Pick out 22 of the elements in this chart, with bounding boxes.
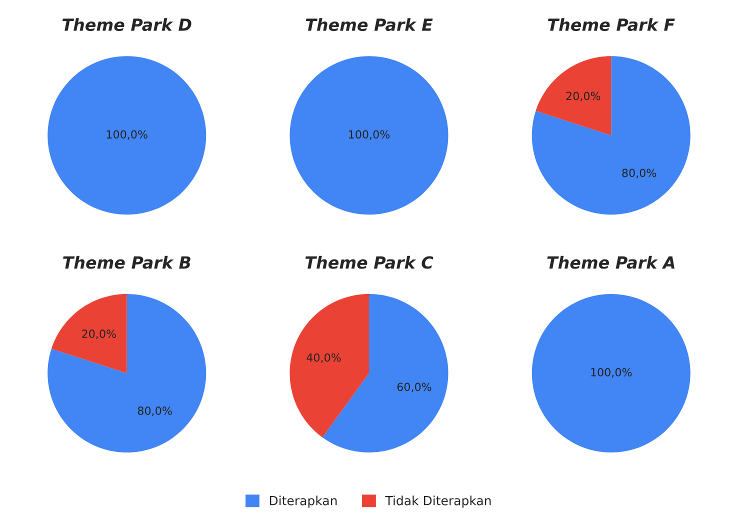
legend-label: Tidak Diterapkan — [385, 496, 491, 508]
data-label: 20,0% — [566, 92, 600, 102]
chart-title: Theme Park F — [548, 18, 675, 32]
chart-title: Theme Park E — [306, 18, 433, 32]
pie-slice — [536, 56, 612, 136]
chart-title: Theme Park A — [547, 256, 674, 269]
pie-slice — [48, 294, 206, 452]
pie-slice — [51, 294, 127, 374]
pie-slice — [532, 56, 690, 215]
data-label: 100,0% — [349, 130, 390, 140]
data-label: 80,0% — [622, 168, 656, 178]
data-label: 100,0% — [591, 368, 632, 378]
pie-slice — [290, 294, 369, 438]
data-label: 20,0% — [82, 330, 116, 340]
chart-title: Theme Park B — [63, 256, 190, 269]
chart-title: Theme Park D — [62, 18, 192, 32]
data-label: 40,0% — [306, 353, 341, 363]
data-label: 60,0% — [397, 382, 432, 392]
data-label: 80,0% — [138, 406, 172, 416]
data-label: 100,0% — [106, 130, 148, 140]
legend-label: Diterapkan — [270, 496, 337, 508]
chart-title: Theme Park C — [305, 256, 434, 269]
